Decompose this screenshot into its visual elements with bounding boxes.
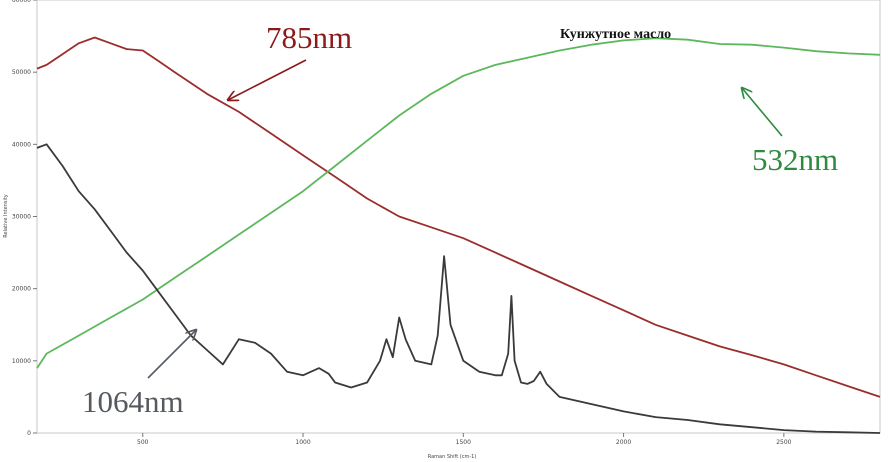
x-tick-label: 2500 — [776, 439, 791, 446]
y-tick-label: 50000 — [12, 69, 31, 76]
series-lines — [36, 36, 881, 434]
series-label-785nm: 785nm — [266, 20, 352, 55]
series-label-1064nm: 1064nm — [82, 384, 184, 419]
y-tick-label: 0 — [27, 430, 31, 437]
y-axis-title: Relative Intensity — [3, 194, 9, 238]
series-line-785nm — [36, 36, 881, 398]
y-tick-label: 10000 — [12, 358, 31, 365]
chart-title: Кунжутное масло — [560, 27, 671, 42]
y-tick-label: 60000 — [12, 0, 31, 4]
axes: 500 1000 1500 2000 2500 0 10000 20000 30000 40000… — [12, 0, 792, 446]
series-label-532nm: 532nm — [752, 142, 838, 177]
annotations: 785nm 532nm 1064nm — [82, 20, 838, 419]
x-tick-label: 2000 — [616, 439, 631, 446]
pointer-arrow-1064nm — [147, 330, 196, 379]
x-tick-label: 500 — [137, 439, 149, 446]
series-line-1064nm — [36, 143, 881, 434]
pointer-arrow-785nm — [228, 59, 307, 100]
y-tick-label: 40000 — [12, 141, 31, 148]
y-tick-label: 30000 — [12, 214, 31, 221]
x-axis-title: Raman Shift (cm-1) — [428, 454, 477, 460]
plot-frame — [36, 0, 881, 434]
x-tick-label: 1500 — [456, 439, 471, 446]
series-line-532nm — [36, 37, 881, 369]
pointer-arrow-532nm — [742, 88, 783, 137]
y-tick-label: 20000 — [12, 286, 31, 293]
x-tick-label: 1000 — [295, 439, 310, 446]
